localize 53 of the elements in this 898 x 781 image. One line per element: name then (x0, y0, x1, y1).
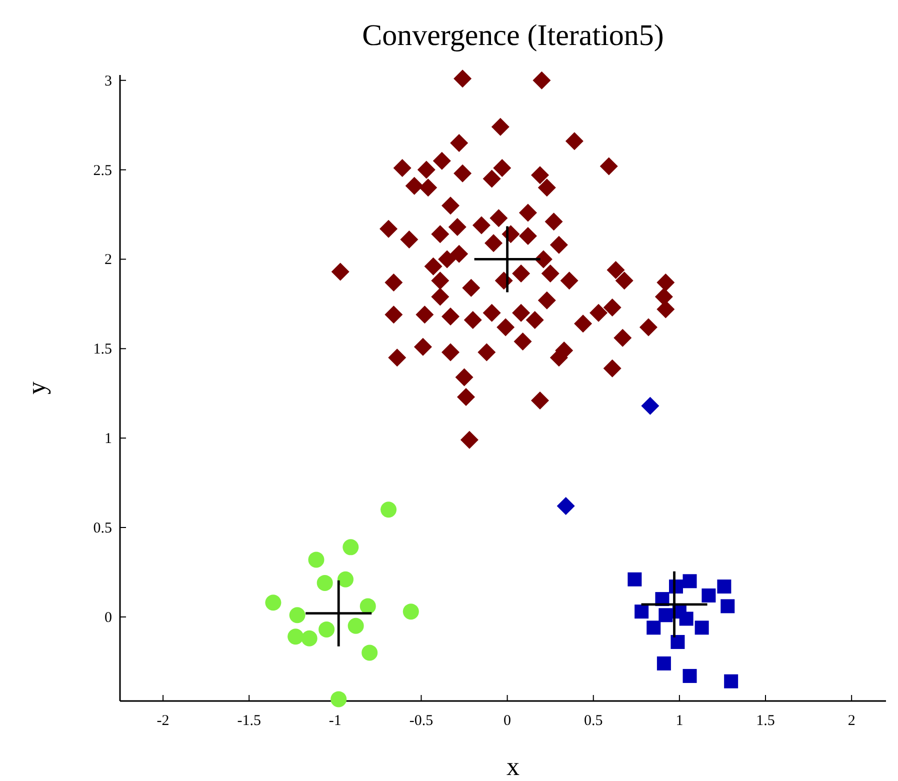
point (556, 497, 575, 516)
point (474, 226, 540, 292)
y-tick-label: 0 (104, 610, 112, 626)
point (682, 668, 697, 683)
point (702, 588, 716, 602)
point (641, 571, 708, 638)
y-tick-label: 1 (104, 431, 112, 448)
y-tick-label: 0.5 (93, 520, 112, 537)
x-tick-label: 2 (848, 713, 856, 729)
point (316, 574, 333, 591)
y-tick-label: 3 (104, 73, 112, 90)
point (634, 604, 649, 619)
x-tick-label: -0.5 (409, 713, 434, 729)
point (380, 502, 397, 518)
point (724, 674, 738, 688)
point (288, 628, 304, 645)
point (342, 539, 359, 556)
x-tick-label: 1 (676, 713, 684, 729)
point (694, 620, 709, 635)
point (308, 552, 324, 568)
y-tick-label: 2 (104, 252, 112, 268)
point (670, 634, 685, 649)
x-tick-label: -1.5 (237, 713, 261, 729)
y-tick-label: 1.5 (93, 342, 112, 358)
point (337, 571, 354, 588)
point (301, 630, 318, 646)
point (658, 608, 673, 622)
x-tick-label: 0.5 (584, 713, 603, 729)
point (679, 612, 694, 626)
point (318, 621, 335, 638)
point (646, 620, 661, 635)
point (360, 598, 376, 614)
x-tick-label: -1 (328, 713, 342, 729)
point (306, 580, 372, 646)
point (348, 618, 364, 634)
y-tick-label: 2.5 (93, 162, 112, 179)
point (717, 580, 732, 594)
point (682, 574, 697, 588)
x-tick-label: 1.5 (756, 713, 775, 729)
point (289, 607, 306, 624)
point (720, 599, 735, 614)
point (628, 572, 642, 586)
point (265, 594, 282, 611)
point (641, 396, 660, 415)
x-axis-title: x (506, 752, 520, 781)
x-tick-label: 0 (504, 713, 512, 729)
point (402, 604, 419, 620)
point (330, 691, 347, 708)
y-axis-title: y (22, 382, 51, 394)
chart-title: Convergence (Iteration5) (362, 19, 664, 52)
point (656, 656, 671, 670)
point (362, 644, 378, 661)
x-tick-label: -2 (156, 713, 170, 729)
